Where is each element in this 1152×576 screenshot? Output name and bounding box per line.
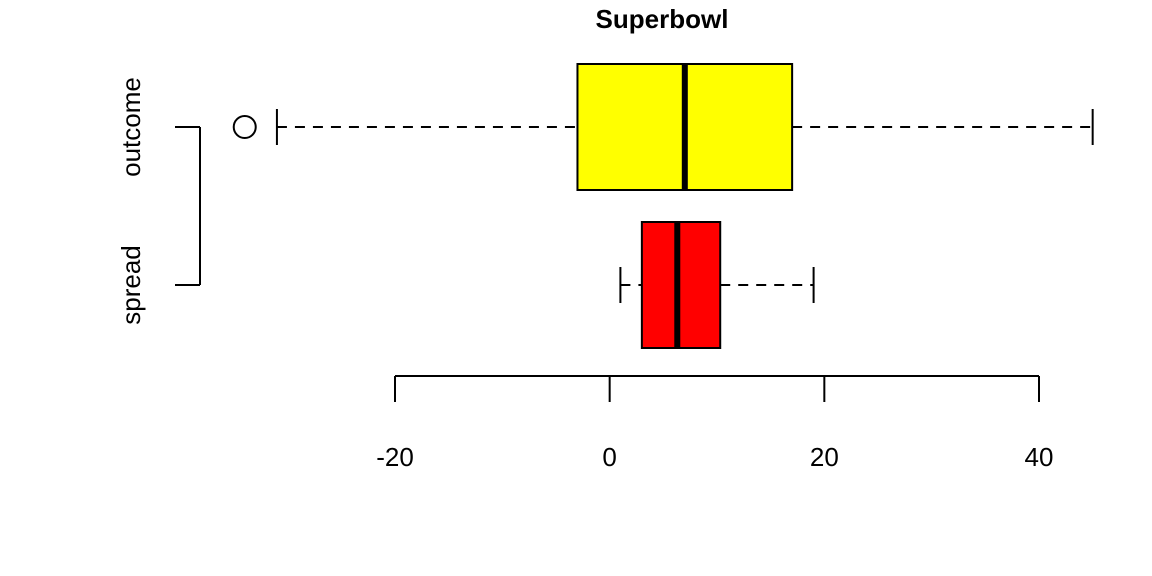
outlier-outcome-0: [232, 115, 257, 139]
category-label-outcome: outcome: [116, 77, 146, 177]
box-outcome: outcome: [116, 63, 1094, 191]
x-tick-label-0: 0: [602, 442, 616, 472]
chart-title: Superbowl: [596, 4, 729, 34]
x-axis: -20 0 20 40: [376, 375, 1054, 472]
category-bracket: [175, 126, 201, 286]
box-spread: spread: [116, 221, 815, 349]
boxes-layer: outcome spread: [116, 63, 1094, 349]
x-tick-label--20: -20: [376, 442, 414, 472]
x-tick-label-20: 20: [810, 442, 839, 472]
x-tick-label-40: 40: [1025, 442, 1054, 472]
iqr-box-spread: [640, 221, 722, 349]
category-label-spread: spread: [116, 245, 146, 325]
